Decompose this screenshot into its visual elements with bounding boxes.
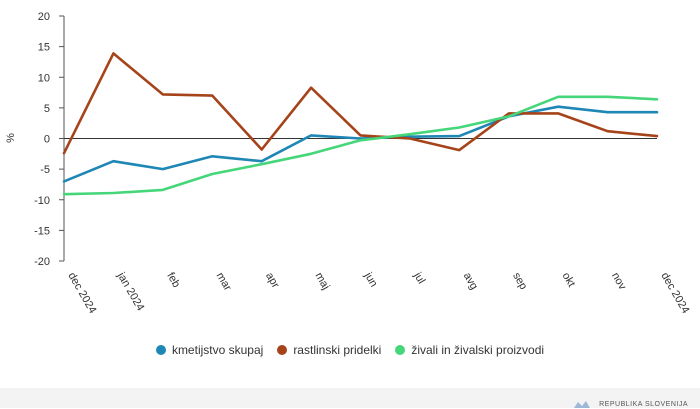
y-tick-label: -15 <box>34 225 50 237</box>
x-tick-label: okt <box>560 271 578 290</box>
y-tick-label: -20 <box>34 256 50 268</box>
x-tick-label: dec 2024 <box>65 271 98 316</box>
x-tick-label: jun <box>361 270 379 290</box>
x-tick-label: dec 2024 <box>658 271 691 316</box>
series-lines <box>62 52 659 196</box>
y-axis-title: % <box>5 133 17 143</box>
series-line-2 <box>62 95 659 196</box>
footer-logo-text: REPUBLIKA SLOVENIJA <box>599 400 688 408</box>
x-tick-label: apr <box>263 271 282 291</box>
legend-item-animals[interactable]: živali in živalski proizvodi <box>395 343 544 357</box>
y-tick-label: 15 <box>38 42 50 54</box>
y-tick-label: 10 <box>38 72 50 84</box>
legend: kmetijstvo skupaj rastlinski pridelki ži… <box>0 343 700 357</box>
y-tick-label: 5 <box>44 103 50 115</box>
legend-marker-total <box>155 345 166 355</box>
y-tick-label: -5 <box>40 164 50 176</box>
x-tick-label: sep <box>510 271 529 292</box>
legend-marker-animals <box>395 345 406 355</box>
x-tick-label: mar <box>214 271 234 294</box>
y-tick-label: -10 <box>34 195 50 207</box>
y-tick-label: 0 <box>44 134 50 146</box>
legend-item-total[interactable]: kmetijstvo skupaj <box>155 343 264 357</box>
y-tick-label: 20 <box>38 11 50 23</box>
legend-label-animals: živali in živalski proizvodi <box>411 343 545 357</box>
legend-label-crops: rastlinski pridelki <box>293 343 382 357</box>
x-tick-label: avg <box>461 271 480 292</box>
y-tick-labels: 20 15 10 5 0 -5 -10 -15 -20 <box>34 11 64 268</box>
x-tick-label: jul <box>411 270 427 286</box>
x-tick-label: nov <box>609 271 629 293</box>
x-tick-label: jan 2024 <box>114 270 146 313</box>
y-axis-title-group: % <box>5 133 17 143</box>
legend-item-crops[interactable]: rastlinski pridelki <box>277 343 381 357</box>
footer-band <box>0 388 700 408</box>
coat-of-arms-icon <box>574 401 591 408</box>
series-line-0 <box>62 105 659 183</box>
x-tick-labels: dec 2024 jan 2024 feb mar apr maj jun jul avg sep… <box>65 270 691 316</box>
line-chart: % 20 15 10 5 0 -5 -10 -15 -20 dec 2024 jan 2024 fe… <box>5 11 691 316</box>
x-tick-label: feb <box>164 271 182 290</box>
footer-logo: REPUBLIKA SLOVENIJA <box>573 399 688 409</box>
series-line-1 <box>62 52 659 155</box>
x-tick-label: maj <box>312 271 331 292</box>
legend-marker-crops <box>277 345 288 355</box>
legend-label-total: kmetijstvo skupaj <box>171 343 264 357</box>
